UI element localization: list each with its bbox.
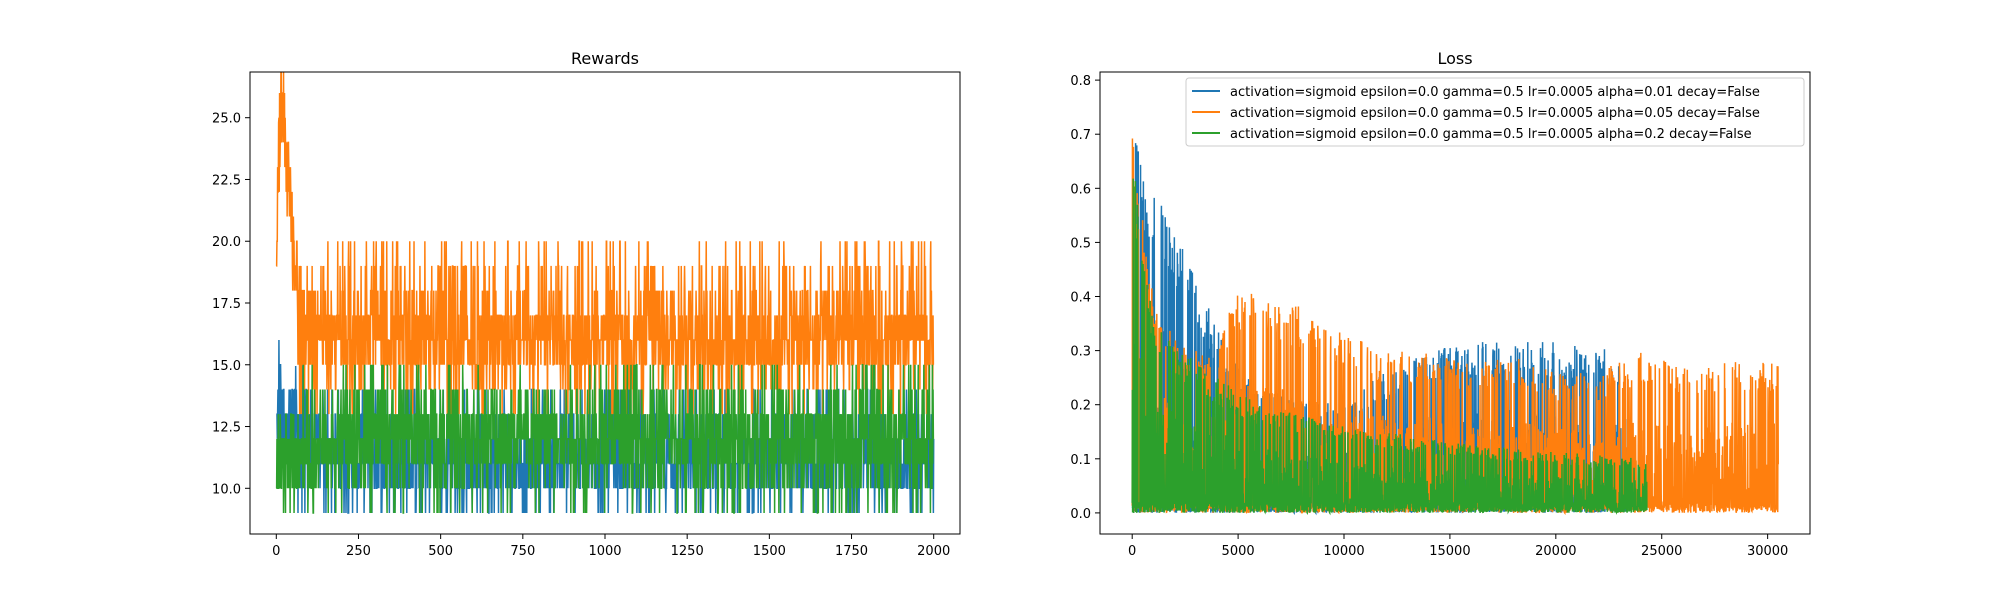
loss-axes-frame [1099, 71, 1811, 535]
x-tick-label: 750 [510, 544, 535, 559]
x-tick-label: 500 [428, 544, 453, 559]
rewards-line-1 [275, 72, 935, 415]
x-tick-label: 1250 [671, 544, 704, 559]
y-tick-label: 20.0 [212, 235, 241, 250]
x-tick-label: 25000 [1641, 544, 1682, 559]
rewards-series [275, 72, 935, 514]
y-tick-label: 0.1 [1070, 453, 1091, 468]
x-tick-label: 250 [346, 544, 371, 559]
y-tick-label: 0.4 [1070, 291, 1091, 306]
rewards-title: Rewards [571, 49, 639, 68]
y-tick-label: 0.7 [1070, 128, 1091, 143]
x-tick-label: 0 [272, 544, 280, 559]
x-tick-label: 5000 [1222, 544, 1255, 559]
y-tick-label: 10.0 [212, 482, 241, 497]
loss-x-ticks: 0 5000 10000 15000 20000 25000 30000 [1128, 534, 1788, 559]
loss-panel: 0 5000 10000 15000 20000 25000 30000 0.0 0.1 0.2… [1070, 49, 1811, 559]
legend-box [1185, 77, 1805, 147]
x-tick-label: 1500 [753, 544, 786, 559]
x-tick-label: 0 [1128, 544, 1136, 559]
y-tick-label: 0.2 [1070, 399, 1091, 414]
legend-label-alpha-005: activation=sigmoid epsilon=0.0 gamma=0.5… [1230, 106, 1760, 121]
y-tick-label: 0.0 [1070, 507, 1091, 522]
loss-legend: activation=sigmoid epsilon=0.0 gamma=0.5… [1185, 77, 1805, 147]
y-tick-label: 0.8 [1070, 74, 1091, 89]
y-tick-label: 0.6 [1070, 182, 1091, 197]
y-tick-label: 12.5 [212, 421, 241, 436]
y-tick-label: 22.5 [212, 173, 241, 188]
x-tick-label: 20000 [1535, 544, 1576, 559]
x-tick-label: 15000 [1429, 544, 1470, 559]
series-group [275, 72, 935, 514]
x-tick-label: 30000 [1747, 544, 1788, 559]
loss-series [1131, 138, 1779, 516]
x-tick-label: 2000 [917, 544, 950, 559]
legend-label-alpha-02: activation=sigmoid epsilon=0.0 gamma=0.5… [1230, 127, 1752, 142]
y-tick-label: 25.0 [212, 112, 241, 127]
y-tick-label: 15.0 [212, 359, 241, 374]
y-tick-label: 0.3 [1070, 345, 1091, 360]
rewards-x-ticks: 0 250 500 750 1000 1250 1500 1750 2000 [272, 534, 950, 559]
loss-line-2 [1131, 178, 1648, 516]
legend-label-alpha-001: activation=sigmoid epsilon=0.0 gamma=0.5… [1230, 85, 1760, 100]
rewards-panel: 0 250 500 750 1000 1250 1500 1750 2000 10.012.51… [212, 49, 961, 559]
x-tick-label: 10000 [1323, 544, 1364, 559]
loss-title: Loss [1437, 49, 1472, 68]
loss-y-ticks: 0.0 0.1 0.2 0.3 0.4 0.5 0.6 0.7 0.8 [1070, 74, 1100, 522]
y-tick-label: 17.5 [212, 297, 241, 312]
rewards-line-2 [275, 364, 935, 514]
series-group [1131, 138, 1779, 516]
x-tick-label: 1000 [588, 544, 621, 559]
y-tick-label: 0.5 [1070, 236, 1091, 251]
rewards-y-ticks: 10.0 12.5 15.0 17.5 20.0 22.5 25.0 [212, 112, 250, 497]
x-tick-label: 1750 [835, 544, 868, 559]
